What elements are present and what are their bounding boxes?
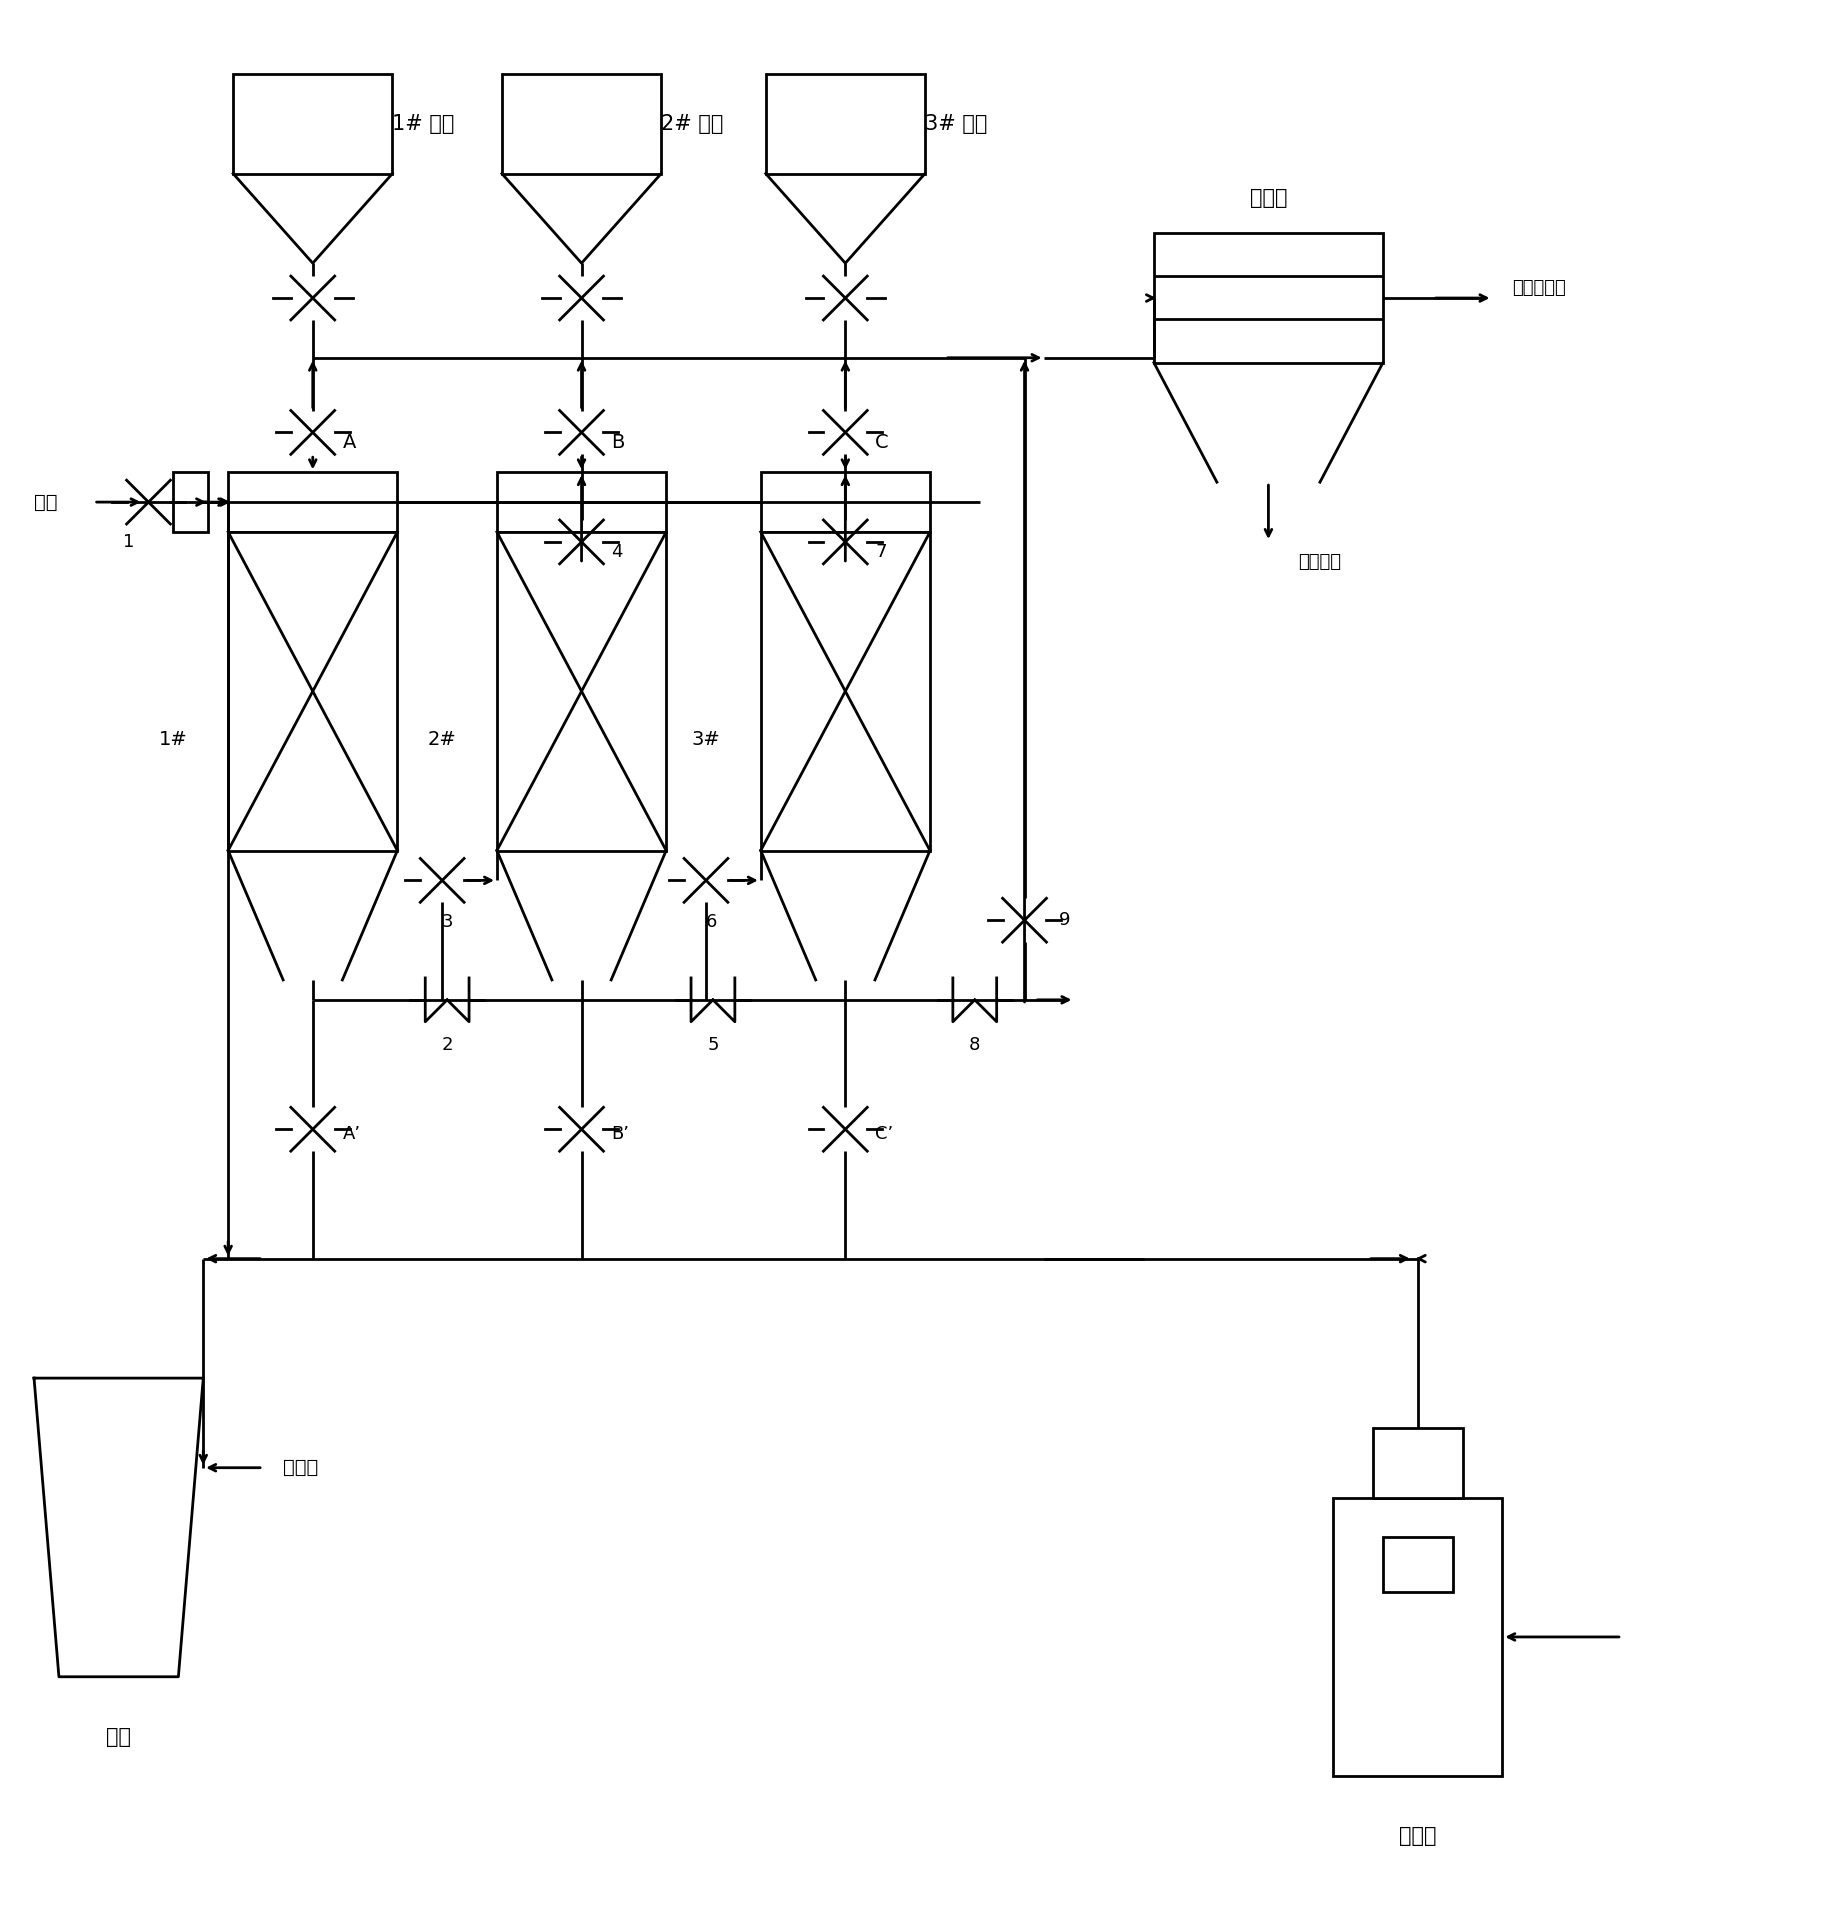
Text: 1# 料仓: 1# 料仓 xyxy=(393,114,455,133)
Text: 4: 4 xyxy=(612,544,623,561)
Bar xyxy=(498,532,665,850)
Text: 硫磺出口: 硫磺出口 xyxy=(1297,553,1342,571)
Text: 3#: 3# xyxy=(691,729,721,748)
Bar xyxy=(1382,1537,1452,1593)
Text: 烟囱: 烟囱 xyxy=(107,1727,131,1747)
Text: C: C xyxy=(875,434,888,451)
Text: C’: C’ xyxy=(875,1126,894,1143)
Text: 6: 6 xyxy=(706,914,717,931)
Text: 9: 9 xyxy=(1060,912,1071,929)
Text: B’: B’ xyxy=(612,1126,630,1143)
Text: 2# 料仓: 2# 料仓 xyxy=(662,114,724,133)
Text: 1#: 1# xyxy=(158,729,188,748)
Bar xyxy=(1154,233,1382,362)
Bar xyxy=(229,472,398,532)
Text: A’: A’ xyxy=(343,1126,361,1143)
Text: A: A xyxy=(343,434,356,451)
Bar xyxy=(1332,1498,1502,1776)
Text: 2#: 2# xyxy=(428,729,457,748)
Bar xyxy=(498,472,665,532)
Text: 7: 7 xyxy=(875,544,886,561)
Text: 净化气: 净化气 xyxy=(284,1458,319,1477)
Text: 硫磺回收器: 硫磺回收器 xyxy=(1513,280,1567,297)
Text: 1: 1 xyxy=(123,532,135,551)
Text: 冷却器: 冷却器 xyxy=(1250,189,1286,208)
Text: 3: 3 xyxy=(442,914,453,931)
Bar xyxy=(173,472,208,532)
Bar xyxy=(501,73,662,174)
Bar xyxy=(229,532,398,850)
Text: 5: 5 xyxy=(708,1035,719,1053)
Bar xyxy=(232,73,393,174)
Text: 烟气: 烟气 xyxy=(33,492,57,511)
Text: 2: 2 xyxy=(442,1035,453,1053)
Text: B: B xyxy=(612,434,625,451)
Bar xyxy=(765,73,925,174)
Bar xyxy=(1373,1429,1463,1498)
Text: 热风炉: 热风炉 xyxy=(1399,1826,1436,1847)
Text: 3# 料仓: 3# 料仓 xyxy=(925,114,988,133)
Bar xyxy=(761,532,931,850)
Text: 8: 8 xyxy=(969,1035,980,1053)
Bar xyxy=(761,472,931,532)
